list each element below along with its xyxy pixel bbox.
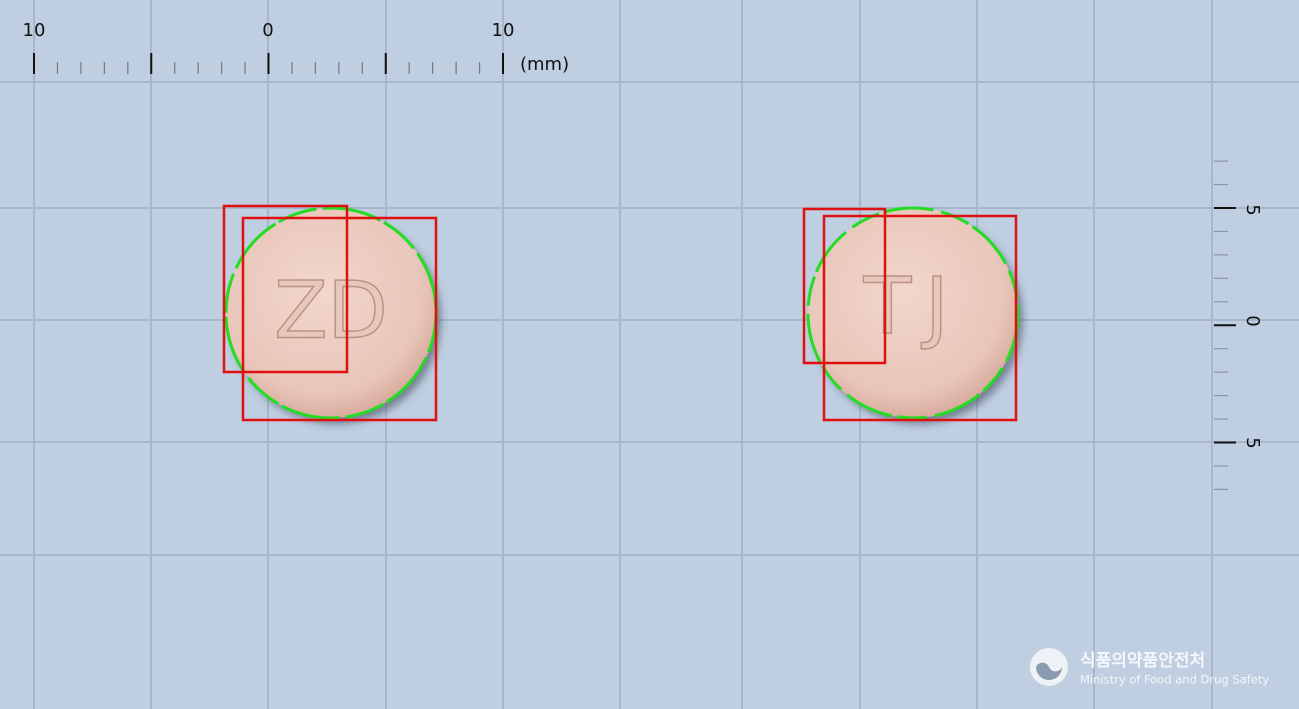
ruler-label: 0 bbox=[262, 20, 273, 41]
ruler-label: 5 bbox=[1242, 437, 1263, 448]
rulers bbox=[33, 53, 1236, 490]
ruler-label: 0 bbox=[1242, 315, 1263, 326]
ruler-unit: (mm) bbox=[520, 54, 569, 75]
logo-english: Ministry of Food and Drug Safety bbox=[1080, 673, 1269, 687]
pill-imprint: TJ bbox=[863, 262, 963, 352]
pill-body bbox=[808, 208, 1018, 418]
detection-box bbox=[802, 207, 887, 365]
logo-swirl bbox=[1036, 662, 1062, 680]
pill: ZD bbox=[222, 204, 438, 422]
detection-box bbox=[222, 204, 349, 374]
logo: 식품의약품안전처 Ministry of Food and Drug Safet… bbox=[1030, 648, 1269, 687]
ruler-label: 10 bbox=[23, 20, 46, 41]
pill-imprint: ZD bbox=[274, 266, 388, 356]
detection-box bbox=[241, 216, 438, 422]
detection-box bbox=[822, 214, 1018, 422]
pill-body bbox=[226, 208, 436, 418]
logo-korean: 식품의약품안전처 bbox=[1080, 650, 1205, 671]
pill: TJ bbox=[802, 206, 1020, 422]
ruler-label: 10 bbox=[492, 20, 515, 41]
detection-contour bbox=[806, 206, 1020, 420]
ruler-label: 5 bbox=[1242, 204, 1263, 215]
